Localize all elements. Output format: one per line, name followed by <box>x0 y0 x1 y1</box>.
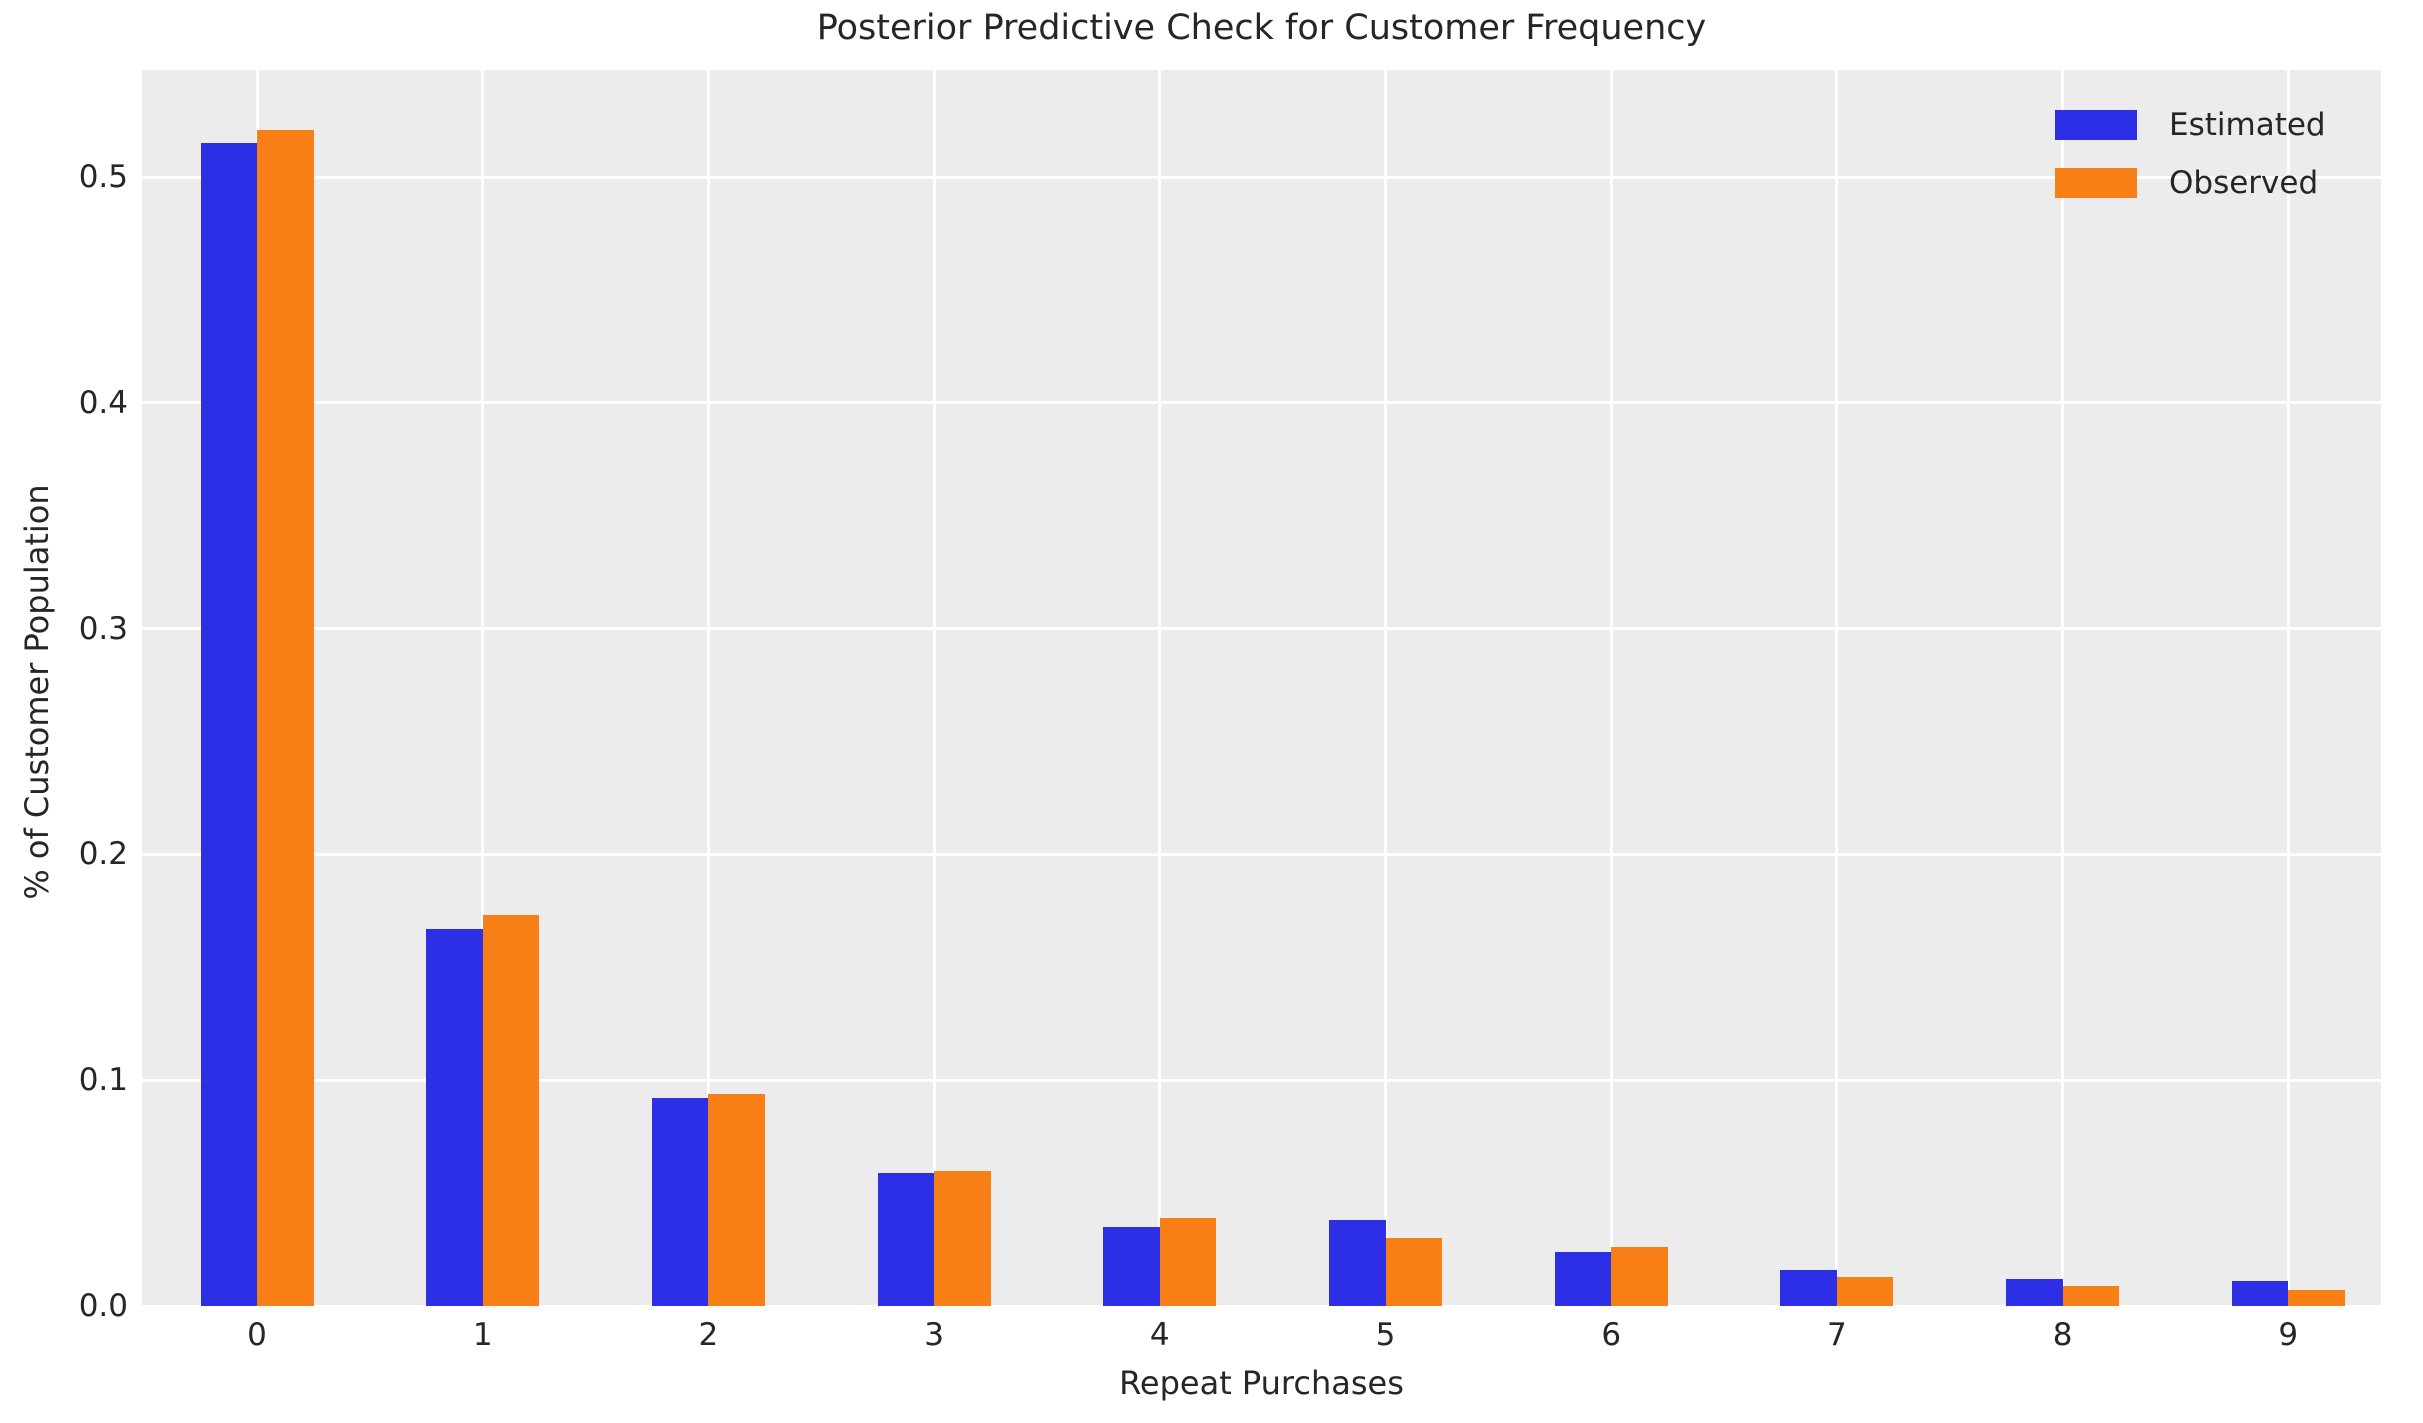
chart-title: Posterior Predictive Check for Customer … <box>816 8 1707 48</box>
legend: Estimated Observed <box>2055 96 2326 212</box>
gridline-x-4 <box>1158 70 1162 1306</box>
bar-estimated-1 <box>426 928 483 1306</box>
x-tick-label-2: 2 <box>698 1317 719 1353</box>
bar-estimated-3 <box>877 1172 935 1306</box>
gridline-y-0.4 <box>142 401 2381 405</box>
x-tick-label-8: 8 <box>2052 1317 2073 1353</box>
legend-label-estimated: Estimated <box>2169 107 2326 143</box>
legend-item-observed: Observed <box>2055 154 2326 212</box>
bar-observed-1 <box>482 915 540 1306</box>
legend-label-observed: Observed <box>2169 165 2319 201</box>
x-tick-label-5: 5 <box>1375 1317 1396 1353</box>
x-tick-label-4: 4 <box>1149 1317 1170 1353</box>
bar-estimated-8 <box>2006 1278 2063 1306</box>
gridline-x-7 <box>1835 70 1839 1306</box>
gridline-y-0.2 <box>142 852 2381 856</box>
bar-estimated-9 <box>2231 1281 2289 1306</box>
gridline-y-0.0 <box>142 1304 2381 1308</box>
gridline-y-0.3 <box>142 627 2381 631</box>
bar-observed-2 <box>708 1093 765 1306</box>
bar-observed-6 <box>1611 1247 1668 1306</box>
bar-observed-5 <box>1385 1238 1442 1306</box>
x-tick-label-7: 7 <box>1827 1317 1847 1353</box>
y-tick-label-0.3: 0.3 <box>78 610 128 647</box>
x-tick-label-0: 0 <box>247 1317 267 1353</box>
bar-observed-3 <box>934 1170 991 1306</box>
gridline-x-5 <box>1384 70 1387 1306</box>
bar-estimated-7 <box>1780 1269 1837 1306</box>
gridline-x-9 <box>2286 70 2290 1306</box>
y-tick-label-0.1: 0.1 <box>78 1062 128 1099</box>
gridline-x-3 <box>932 70 936 1306</box>
y-axis-label: % of Customer Population <box>18 484 56 900</box>
gridline-x-1 <box>481 70 485 1306</box>
x-tick-label-3: 3 <box>924 1317 944 1353</box>
bar-observed-0 <box>257 129 314 1306</box>
gridline-y-0.1 <box>142 1078 2381 1082</box>
legend-swatch-observed <box>2055 168 2137 198</box>
legend-swatch-estimated <box>2055 110 2137 140</box>
bar-observed-4 <box>1159 1217 1217 1306</box>
y-tick-label-0.5: 0.5 <box>78 159 128 196</box>
bar-estimated-0 <box>200 143 257 1306</box>
gridline-x-8 <box>2061 70 2065 1306</box>
plot-area <box>142 70 2381 1308</box>
gridline-x-2 <box>706 70 710 1306</box>
bar-estimated-4 <box>1103 1226 1160 1306</box>
x-tick-label-9: 9 <box>2278 1317 2299 1353</box>
x-axis-label: Repeat Purchases <box>1119 1364 1404 1402</box>
gridline-y-0.5 <box>142 175 2381 179</box>
y-tick-label-0.0: 0.0 <box>78 1288 128 1324</box>
y-tick-label-0.4: 0.4 <box>78 384 128 421</box>
bar-estimated-6 <box>1554 1251 1612 1306</box>
gridline-x-6 <box>1609 70 1613 1306</box>
bar-observed-9 <box>2288 1290 2345 1306</box>
bar-observed-7 <box>1836 1276 1894 1306</box>
bar-estimated-5 <box>1329 1220 1386 1306</box>
x-tick-label-6: 6 <box>1601 1317 1622 1353</box>
legend-item-estimated: Estimated <box>2055 96 2326 154</box>
bar-observed-8 <box>2062 1285 2120 1306</box>
x-tick-label-1: 1 <box>472 1317 493 1353</box>
bar-estimated-2 <box>651 1098 709 1306</box>
y-tick-label-0.2: 0.2 <box>78 836 128 873</box>
